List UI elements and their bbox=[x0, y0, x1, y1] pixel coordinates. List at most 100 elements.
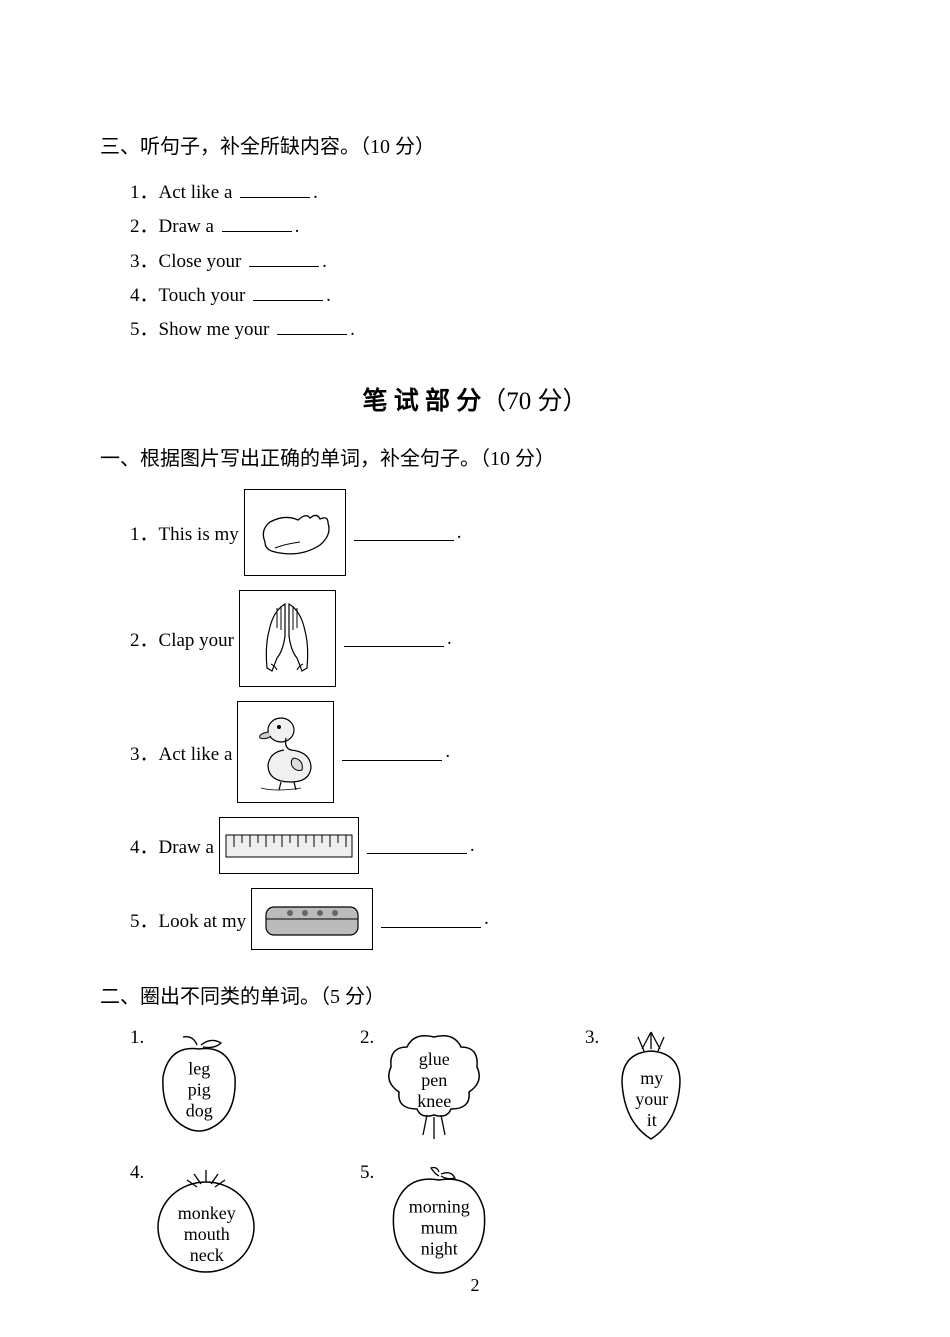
shape-tree: glue pen knee bbox=[379, 1027, 489, 1152]
picture-box bbox=[239, 590, 336, 687]
period: . bbox=[470, 835, 475, 857]
listen-item-5: 5．Show me your . bbox=[130, 314, 850, 346]
circle-row-1: 1. leg pig dog bbox=[130, 1027, 850, 1152]
period: . bbox=[447, 628, 452, 650]
word: night bbox=[379, 1239, 499, 1260]
item-text-before: Show me your bbox=[159, 319, 275, 340]
circle-cell-5: 5. morning mum night bbox=[360, 1162, 499, 1287]
picture-item-2: 2．Clap your . bbox=[130, 590, 850, 687]
cell-num: 3. bbox=[585, 1027, 599, 1049]
cell-num: 2. bbox=[360, 1027, 374, 1049]
pencil-case-icon bbox=[260, 897, 365, 942]
item-text-after: . bbox=[313, 182, 318, 203]
picture-box bbox=[244, 489, 346, 576]
circle-cell-2: 2. glue pen knee bbox=[360, 1027, 585, 1152]
item-num: 3． bbox=[130, 251, 159, 272]
item-text-after: . bbox=[350, 319, 355, 340]
fill-blank[interactable] bbox=[381, 911, 481, 928]
item-text: Look at my bbox=[159, 911, 247, 932]
section-written-1: 一、根据图片写出正确的单词，补全句子。（10 分） 1．This is my .… bbox=[100, 442, 850, 950]
shape-carrot: my your it bbox=[604, 1027, 699, 1152]
item-text-after: . bbox=[295, 216, 300, 237]
written-section-title: 笔 试 部 分（70 分） bbox=[100, 381, 850, 417]
picture-item-5: 5．Look at my . bbox=[130, 888, 850, 950]
word: pen bbox=[379, 1070, 489, 1091]
fill-blank[interactable] bbox=[240, 181, 310, 198]
shape-tomato: monkey mouth neck bbox=[149, 1162, 264, 1287]
picture-item-3: 3．Act like a . bbox=[130, 701, 850, 803]
page-number: 2 bbox=[0, 1275, 950, 1296]
shape-apple: leg pig dog bbox=[149, 1027, 249, 1147]
cell-num: 1. bbox=[130, 1027, 144, 1049]
word: mum bbox=[379, 1218, 499, 1239]
item-num: 4． bbox=[130, 285, 159, 306]
written-title-points: （70 分） bbox=[481, 388, 587, 415]
item-text-before: Draw a bbox=[159, 216, 219, 237]
item-text: Draw a bbox=[159, 837, 214, 858]
picture-box bbox=[219, 817, 359, 874]
item-num: 1． bbox=[130, 524, 159, 545]
section-written-2: 二、圈出不同类的单词。（5 分） 1. leg pig bbox=[100, 980, 850, 1287]
ruler-icon bbox=[224, 833, 354, 859]
fill-blank[interactable] bbox=[367, 837, 467, 854]
foot-icon bbox=[250, 500, 340, 565]
word: neck bbox=[149, 1245, 264, 1266]
item-text-before: Act like a bbox=[159, 182, 238, 203]
period: . bbox=[484, 908, 489, 930]
fill-blank[interactable] bbox=[253, 284, 323, 301]
picture-items: 1．This is my . 2．Clap your bbox=[100, 489, 850, 950]
fill-blank[interactable] bbox=[354, 524, 454, 541]
section-heading-w2: 二、圈出不同类的单词。（5 分） bbox=[100, 980, 850, 1009]
fill-blank[interactable] bbox=[249, 250, 319, 267]
period: . bbox=[457, 522, 462, 544]
fill-blank[interactable] bbox=[277, 318, 347, 335]
picture-box bbox=[237, 701, 334, 803]
circle-grid: 1. leg pig dog bbox=[100, 1027, 850, 1287]
item-num: 5． bbox=[130, 911, 159, 932]
word: dog bbox=[149, 1101, 249, 1122]
item-text: Act like a bbox=[159, 744, 233, 765]
circle-cell-3: 3. my your it bbox=[585, 1027, 699, 1152]
fill-blank[interactable] bbox=[344, 630, 444, 647]
duck-icon bbox=[246, 710, 326, 795]
listen-item-2: 2．Draw a . bbox=[130, 211, 850, 243]
cell-num: 5. bbox=[360, 1162, 374, 1184]
word: my bbox=[604, 1068, 699, 1089]
word: pig bbox=[149, 1080, 249, 1101]
picture-item-4: 4．Draw a bbox=[130, 817, 850, 874]
word: knee bbox=[379, 1091, 489, 1112]
period: . bbox=[445, 741, 450, 763]
fill-blank[interactable] bbox=[342, 744, 442, 761]
item-num: 5． bbox=[130, 319, 159, 340]
section-listening: 三、听句子，补全所缺内容。（10 分） 1．Act like a . 2．Dra… bbox=[100, 130, 850, 346]
word: morning bbox=[379, 1197, 499, 1218]
written-title-text: 笔 试 部 分 bbox=[362, 388, 481, 415]
cell-num: 4. bbox=[130, 1162, 144, 1184]
item-text-after: . bbox=[322, 251, 327, 272]
circle-cell-1: 1. leg pig dog bbox=[130, 1027, 360, 1152]
word: leg bbox=[149, 1059, 249, 1080]
section-heading-3: 三、听句子，补全所缺内容。（10 分） bbox=[100, 130, 850, 159]
item-num: 2． bbox=[130, 630, 159, 651]
listening-items: 1．Act like a . 2．Draw a . 3．Close your .… bbox=[100, 177, 850, 346]
item-text-before: Touch your bbox=[159, 285, 251, 306]
word: mouth bbox=[149, 1224, 264, 1245]
item-text-after: . bbox=[326, 285, 331, 306]
item-text: Clap your bbox=[159, 630, 234, 651]
word: your bbox=[604, 1089, 699, 1110]
item-num: 2． bbox=[130, 216, 159, 237]
item-num: 1． bbox=[130, 182, 159, 203]
section-heading-w1: 一、根据图片写出正确的单词，补全句子。（10 分） bbox=[100, 442, 850, 471]
listen-item-3: 3．Close your . bbox=[130, 246, 850, 278]
fill-blank[interactable] bbox=[222, 215, 292, 232]
word: it bbox=[604, 1110, 699, 1131]
item-num: 3． bbox=[130, 744, 159, 765]
circle-row-2: 4. monkey mouth neck bbox=[130, 1162, 850, 1287]
word: glue bbox=[379, 1049, 489, 1070]
item-text: This is my bbox=[159, 524, 239, 545]
listen-item-4: 4．Touch your . bbox=[130, 280, 850, 312]
listen-item-1: 1．Act like a . bbox=[130, 177, 850, 209]
item-text-before: Close your bbox=[159, 251, 247, 272]
item-num: 4． bbox=[130, 837, 159, 858]
hands-icon bbox=[247, 596, 327, 681]
